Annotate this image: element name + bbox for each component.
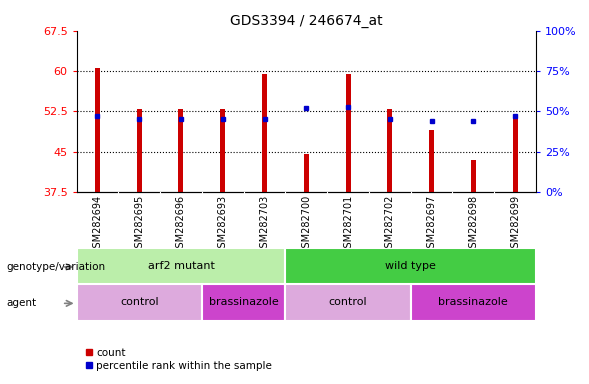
Bar [178, 109, 184, 192]
Bar [137, 109, 142, 192]
Bar [77, 248, 286, 284]
Bar [304, 154, 309, 192]
Bar [202, 284, 286, 321]
Bar [346, 74, 350, 192]
Legend: count, percentile rank within the sample: count, percentile rank within the sample [82, 344, 276, 375]
Text: agent: agent [6, 298, 36, 308]
Bar [286, 248, 536, 284]
Bar [220, 109, 225, 192]
Bar [262, 74, 267, 192]
Text: control: control [120, 297, 158, 308]
Bar [429, 130, 434, 192]
Text: brassinazole: brassinazole [209, 297, 279, 308]
Title: GDS3394 / 246674_at: GDS3394 / 246674_at [230, 14, 383, 28]
Bar [95, 68, 100, 192]
Text: control: control [329, 297, 368, 308]
Bar [77, 284, 202, 321]
Text: brassinazole: brassinazole [438, 297, 508, 308]
Text: wild type: wild type [385, 261, 436, 271]
Bar [512, 117, 518, 192]
Bar [388, 109, 392, 192]
Bar [411, 284, 536, 321]
Bar [471, 160, 476, 192]
Bar [286, 284, 411, 321]
Text: genotype/variation: genotype/variation [6, 262, 105, 272]
Text: arf2 mutant: arf2 mutant [148, 261, 214, 271]
